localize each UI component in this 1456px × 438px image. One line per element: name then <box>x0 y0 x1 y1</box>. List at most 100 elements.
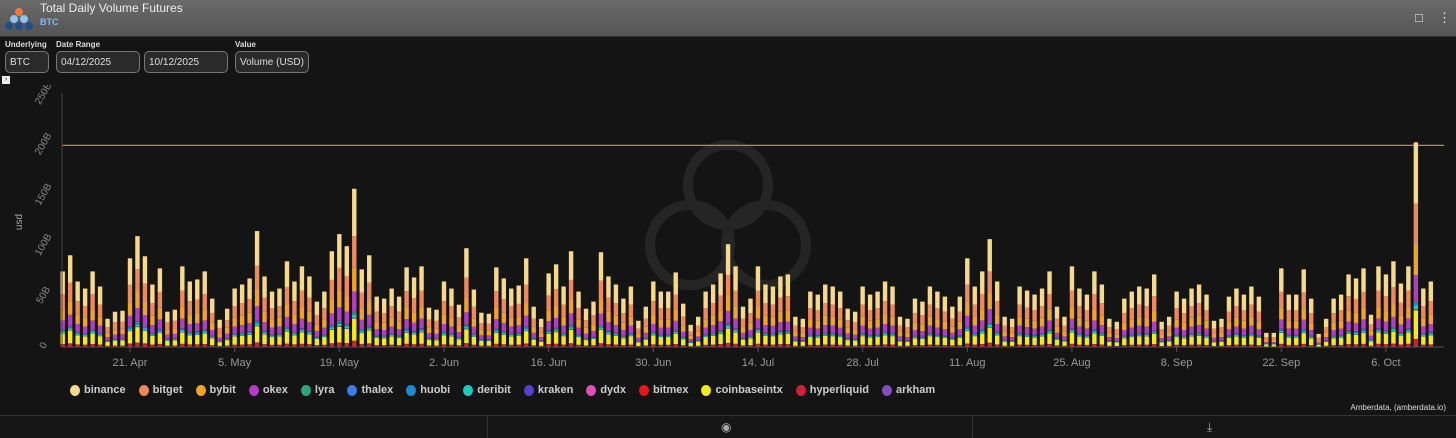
bar-day-28[interactable] <box>270 292 274 347</box>
bar-day-153[interactable] <box>1204 295 1208 347</box>
bar-day-47[interactable] <box>412 277 416 347</box>
camera-icon[interactable]: ◉ <box>721 420 731 434</box>
bar-day-147[interactable] <box>1159 322 1163 347</box>
bar-day-161[interactable] <box>1264 333 1268 347</box>
bar-day-131[interactable] <box>1040 289 1044 347</box>
bar-day-46[interactable] <box>404 267 408 347</box>
bar-day-3[interactable] <box>83 289 87 347</box>
bar-day-58[interactable] <box>494 267 498 347</box>
bar-day-31[interactable] <box>292 281 296 347</box>
bar-day-164[interactable] <box>1287 295 1291 347</box>
bar-day-24[interactable] <box>240 285 244 347</box>
bar-day-17[interactable] <box>188 281 192 347</box>
bar-day-118[interactable] <box>943 297 947 347</box>
bar-day-97[interactable] <box>786 274 790 347</box>
bar-day-180[interactable] <box>1406 266 1410 347</box>
bar-day-132[interactable] <box>1047 271 1051 347</box>
bar-day-135[interactable] <box>1070 266 1074 347</box>
bar-day-174[interactable] <box>1361 268 1365 347</box>
bar-day-148[interactable] <box>1167 317 1171 347</box>
bar-day-101[interactable] <box>816 295 820 347</box>
bar-day-154[interactable] <box>1212 321 1216 347</box>
bar-day-78[interactable] <box>644 307 648 347</box>
bar-day-124[interactable] <box>988 239 992 347</box>
bar-day-134[interactable] <box>1062 317 1066 347</box>
bar-day-170[interactable] <box>1331 299 1335 347</box>
legend-item-bitget[interactable]: bitget <box>139 384 183 397</box>
bar-day-167[interactable] <box>1309 299 1313 347</box>
bar-day-178[interactable] <box>1391 261 1395 347</box>
bar-day-56[interactable] <box>479 313 483 347</box>
bar-day-183[interactable] <box>1429 281 1433 347</box>
bar-day-175[interactable] <box>1369 315 1373 347</box>
bar-day-169[interactable] <box>1324 319 1328 347</box>
bar-day-127[interactable] <box>1010 319 1014 347</box>
bar-day-133[interactable] <box>1055 307 1059 347</box>
bar-day-100[interactable] <box>808 292 812 347</box>
bar-day-98[interactable] <box>793 317 797 347</box>
bar-day-109[interactable] <box>875 292 879 347</box>
bar-day-77[interactable] <box>636 321 640 347</box>
bar-day-83[interactable] <box>681 304 685 347</box>
bar-day-146[interactable] <box>1152 274 1156 347</box>
bar-day-116[interactable] <box>928 287 932 347</box>
underlying-select[interactable]: BTC <box>5 51 49 73</box>
bar-day-96[interactable] <box>778 276 782 347</box>
bar-day-45[interactable] <box>397 297 401 347</box>
bar-day-92[interactable] <box>748 299 752 347</box>
legend-item-arkham[interactable]: arkham <box>882 384 935 397</box>
bar-day-117[interactable] <box>935 292 939 347</box>
bar-day-12[interactable] <box>150 285 154 347</box>
bar-day-74[interactable] <box>614 285 618 347</box>
bar-day-181[interactable] <box>1414 142 1418 347</box>
bar-day-125[interactable] <box>995 281 999 347</box>
bar-day-65[interactable] <box>546 273 550 347</box>
bar-day-57[interactable] <box>487 314 491 347</box>
bar-day-42[interactable] <box>374 297 378 347</box>
bar-day-91[interactable] <box>741 307 745 347</box>
bar-day-115[interactable] <box>920 302 924 347</box>
bar-day-142[interactable] <box>1122 299 1126 347</box>
legend-item-deribit[interactable]: deribit <box>463 384 511 397</box>
legend-item-coinbaseintx[interactable]: coinbaseintx <box>701 384 782 397</box>
bar-day-87[interactable] <box>711 285 715 347</box>
bar-day-21[interactable] <box>217 320 221 347</box>
legend-item-huobi[interactable]: huobi <box>406 384 450 397</box>
bar-day-40[interactable] <box>360 269 364 347</box>
legend-item-kraken[interactable]: kraken <box>524 384 573 397</box>
bar-day-177[interactable] <box>1384 274 1388 347</box>
legend-item-dydx[interactable]: dydx <box>586 384 626 397</box>
bar-day-72[interactable] <box>599 252 603 347</box>
bar-day-114[interactable] <box>913 299 917 347</box>
bar-day-182[interactable] <box>1421 289 1425 347</box>
bar-day-128[interactable] <box>1017 287 1021 347</box>
bar-day-159[interactable] <box>1249 287 1253 347</box>
bar-day-38[interactable] <box>345 246 349 347</box>
bar-day-73[interactable] <box>606 276 610 347</box>
bar-day-106[interactable] <box>853 312 857 347</box>
bar-day-69[interactable] <box>576 292 580 347</box>
bar-day-145[interactable] <box>1145 289 1149 347</box>
bar-day-110[interactable] <box>883 281 887 347</box>
bar-day-158[interactable] <box>1242 295 1246 347</box>
bar-day-50[interactable] <box>434 310 438 347</box>
bar-day-60[interactable] <box>509 289 513 347</box>
bar-day-168[interactable] <box>1316 334 1320 347</box>
bar-day-157[interactable] <box>1234 289 1238 347</box>
bar-day-90[interactable] <box>733 266 737 347</box>
bar-day-23[interactable] <box>232 289 236 347</box>
bar-day-160[interactable] <box>1257 297 1261 347</box>
bar-day-149[interactable] <box>1174 292 1178 347</box>
bar-day-20[interactable] <box>210 299 214 347</box>
bar-day-44[interactable] <box>389 289 393 347</box>
bar-day-82[interactable] <box>674 272 678 347</box>
bar-day-151[interactable] <box>1189 289 1193 347</box>
bar-day-29[interactable] <box>277 289 281 347</box>
bar-day-51[interactable] <box>442 281 446 347</box>
bar-day-67[interactable] <box>561 287 565 347</box>
bar-day-13[interactable] <box>158 268 162 347</box>
bar-day-108[interactable] <box>868 295 872 347</box>
bar-day-1[interactable] <box>68 255 72 347</box>
bar-day-173[interactable] <box>1354 278 1358 347</box>
bar-day-85[interactable] <box>696 317 700 347</box>
